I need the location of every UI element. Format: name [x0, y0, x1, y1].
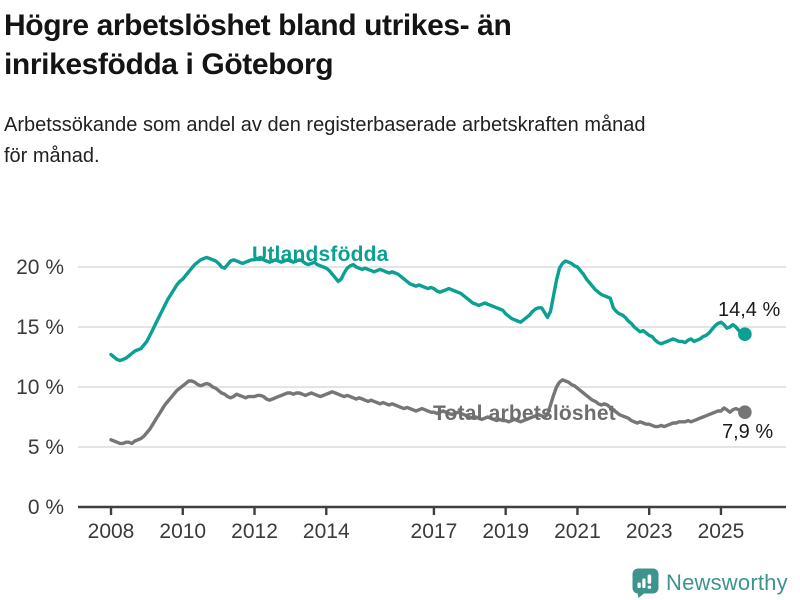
- x-tick-label: 2010: [159, 520, 206, 543]
- series-label-total-arbetsloshet: Total arbetslöshet: [433, 402, 616, 425]
- end-value-label-total: 7,9 %: [722, 421, 774, 443]
- y-tick-label: 10 %: [16, 376, 64, 399]
- page-subtitle: Arbetssökande som andel av den registerb…: [4, 114, 646, 167]
- x-tick-label: 2012: [231, 520, 278, 543]
- series-line-0: [109, 255, 747, 363]
- series-end-dot-1: [738, 405, 752, 420]
- y-tick-label: 20 %: [16, 256, 64, 279]
- end-value-label-utlandsfodda: 14,4 %: [718, 299, 781, 321]
- y-tick-label: 5 %: [28, 436, 64, 459]
- x-tick-label: 2023: [626, 520, 673, 543]
- x-tick-label: 2019: [482, 520, 529, 543]
- newsworthy-logo: Newsworthy: [632, 568, 788, 598]
- y-tick-label: 0 %: [28, 496, 64, 519]
- newsworthy-bubble-chart-icon: [632, 568, 659, 598]
- x-tick-label: 2017: [411, 520, 458, 543]
- x-tick-label: 2025: [698, 520, 745, 543]
- x-tick-label: 2008: [88, 520, 135, 543]
- newsworthy-logo-text: Newsworthy: [666, 570, 788, 595]
- y-tick-label: 15 %: [16, 316, 64, 339]
- x-tick-label: 2014: [303, 520, 350, 543]
- chart-header: Högre arbetslöshet bland utrikes- än inr…: [4, 6, 796, 172]
- series-end-dot-0: [738, 327, 752, 342]
- x-tick-label: 2021: [554, 520, 601, 543]
- series-line-1: [109, 378, 747, 446]
- page-title: Högre arbetslöshet bland utrikes- än inr…: [4, 9, 512, 81]
- series-label-utlandsfodda: Utlandsfödda: [252, 243, 389, 266]
